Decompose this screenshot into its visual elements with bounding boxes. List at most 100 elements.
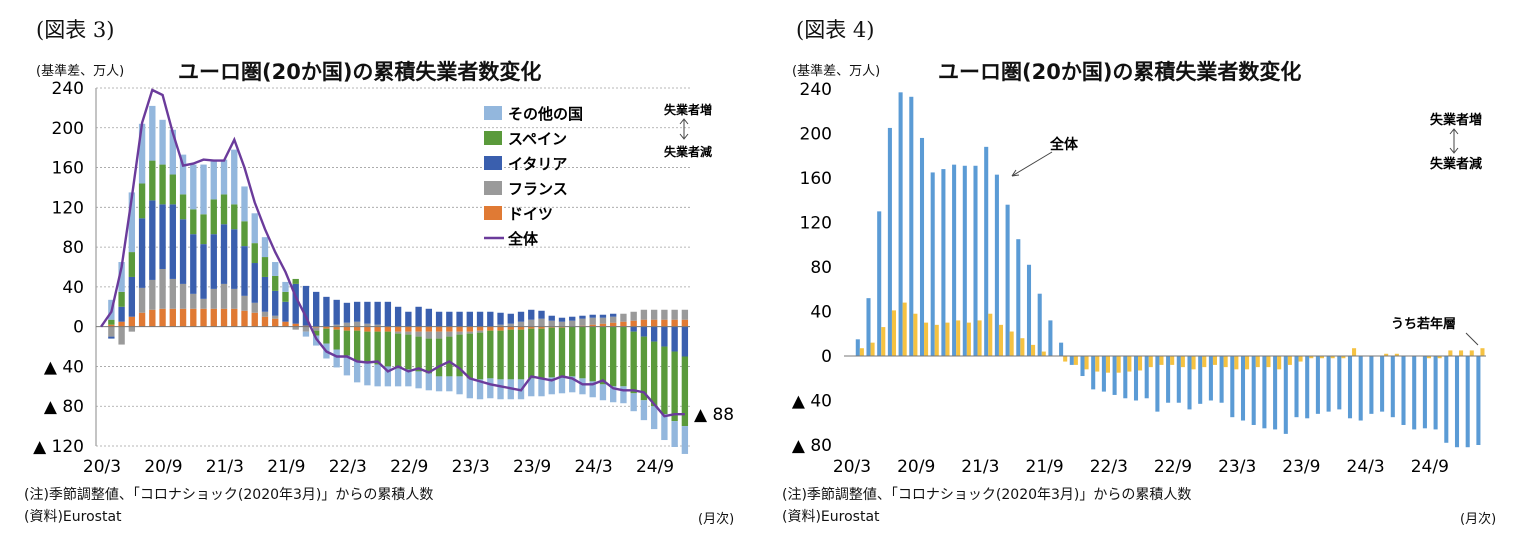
bar-segment-germany — [476, 326, 484, 331]
bar-segment-spain — [169, 174, 176, 205]
bar-youth — [977, 320, 982, 356]
bar-segment-spain — [589, 326, 596, 382]
bar-total — [898, 92, 903, 357]
bar-segment-italy — [210, 234, 217, 289]
y-tick-label: ▲ 80 — [792, 436, 832, 456]
bar-total — [855, 339, 860, 356]
bar-segment-other — [282, 281, 289, 292]
bar-segment-spain — [241, 221, 248, 247]
bar-segment-italy — [282, 301, 289, 322]
bar-segment-other — [374, 364, 381, 387]
bar-segment-germany — [517, 326, 525, 330]
x-tick-label: 22/9 — [390, 457, 428, 477]
bar-youth — [1063, 356, 1068, 362]
bar-segment-italy — [169, 204, 176, 279]
bar-segment-other — [640, 400, 648, 421]
bar-segment-spain — [364, 331, 371, 364]
bar-segment-germany — [241, 310, 248, 327]
legend-label: フランス — [508, 180, 568, 198]
chart-note: (注)季節調整値、「コロナショック(2020年3月)」からの累積人数 — [782, 487, 1192, 503]
bar-segment-france — [476, 330, 484, 333]
x-tick-label: 23/3 — [1218, 457, 1256, 477]
bar-youth — [1202, 356, 1207, 368]
total-callout-arrowhead — [1011, 169, 1020, 177]
bar-total — [1465, 356, 1470, 448]
bar-segment-spain — [323, 328, 330, 344]
bar-segment-spain — [272, 275, 279, 291]
bar-total — [1069, 356, 1074, 365]
bar-segment-france — [435, 331, 443, 339]
x-tick-label: 20/9 — [144, 457, 182, 477]
bar-segment-other — [200, 164, 207, 215]
bar-segment-germany — [210, 308, 217, 327]
bar-segment-other — [313, 335, 320, 346]
bar-segment-other — [128, 192, 136, 253]
chart-title: ユーロ圏(20か国)の累積失業者数変化 — [178, 60, 542, 84]
bar-total — [984, 146, 989, 356]
x-tick-label: 22/9 — [1154, 457, 1192, 477]
bar-segment-france — [589, 317, 596, 325]
y-tick-label: 160 — [52, 159, 84, 179]
annotation-increase: 失業者増 — [664, 102, 712, 117]
bar-total — [1155, 356, 1160, 412]
bar-segment-france — [517, 321, 525, 327]
annotation-decrease: 失業者減 — [1430, 156, 1482, 172]
bar-segment-spain — [405, 334, 412, 370]
bar-segment-italy — [650, 326, 658, 342]
bar-youth — [1448, 350, 1453, 356]
total-line — [100, 88, 685, 418]
bar-segment-france — [599, 317, 607, 324]
bar-total — [952, 164, 957, 356]
bar-segment-france — [579, 318, 586, 326]
y-tick-label: 120 — [52, 198, 84, 218]
x-tick-label: 24/9 — [1411, 457, 1449, 477]
legend-label: ドイツ — [508, 205, 553, 223]
bar-segment-germany — [118, 321, 125, 327]
bar-youth — [1159, 356, 1164, 365]
bar-total — [1283, 356, 1288, 434]
bar-segment-other — [261, 237, 269, 258]
bar-segment-italy — [364, 301, 371, 324]
bar-segment-spain — [343, 330, 351, 356]
bar-segment-spain — [487, 330, 494, 379]
bar-total — [1198, 356, 1203, 404]
bar-youth — [913, 313, 918, 356]
chart-note: (注)季節調整値、「コロナショック(2020年3月)」からの累積人数 — [24, 487, 434, 503]
bar-segment-germany — [220, 308, 228, 327]
chart-source: (資料)Eurostat — [24, 509, 122, 525]
bar-segment-france — [569, 320, 576, 327]
bar-segment-other — [558, 377, 566, 394]
bar-segment-spain — [159, 164, 166, 205]
bar-segment-germany — [394, 326, 402, 332]
bar-total — [1422, 356, 1427, 429]
bar-youth — [1319, 356, 1325, 359]
bar-segment-other — [599, 384, 607, 401]
legend-swatch-italy — [484, 156, 502, 170]
total-callout-arrow — [1011, 151, 1053, 177]
bar-segment-germany — [589, 324, 596, 327]
bar-segment-france — [661, 309, 668, 320]
bar-segment-france — [681, 309, 689, 320]
legend-label: その他の国 — [508, 105, 583, 123]
bar-segment-spain — [128, 252, 136, 277]
y-tick-label: 0 — [73, 318, 84, 338]
bar-segment-spain — [466, 333, 473, 379]
bar-youth — [945, 322, 950, 356]
bar-segment-other — [579, 378, 586, 395]
bar-segment-france — [313, 327, 320, 331]
youth-callout-arrow — [1465, 332, 1479, 346]
bar-segment-italy — [425, 308, 433, 327]
annotation-decrease: 失業者減 — [664, 144, 712, 159]
bar-segment-spain — [579, 326, 586, 379]
bar-segment-france — [671, 309, 678, 320]
legend-label: イタリア — [508, 155, 567, 173]
annotation-arrow-heads — [1449, 128, 1459, 154]
bar-segment-spain — [599, 326, 607, 385]
bar-segment-other — [179, 154, 187, 195]
bar-segment-germany — [650, 319, 658, 327]
bar-segment-spain — [138, 183, 146, 219]
bar-segment-spain — [558, 327, 566, 378]
chart-title: ユーロ圏(20か国)の累積失業者数変化 — [938, 60, 1302, 84]
bar-segment-other — [435, 376, 443, 392]
bar-youth — [1073, 356, 1078, 365]
